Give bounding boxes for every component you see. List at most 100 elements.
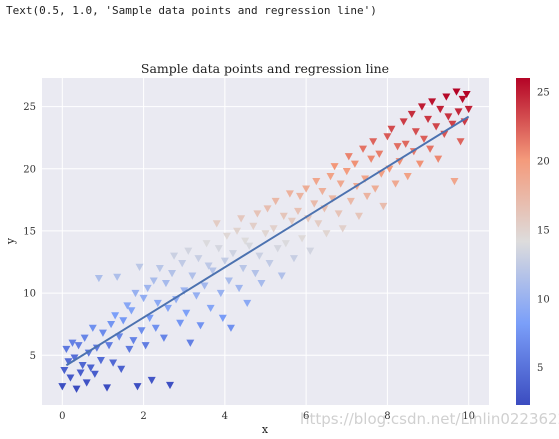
data-point bbox=[123, 302, 132, 310]
data-point bbox=[326, 173, 335, 181]
x-tick-label: 0 bbox=[59, 411, 65, 422]
data-point bbox=[359, 145, 368, 153]
data-point bbox=[119, 317, 128, 325]
data-point bbox=[72, 385, 81, 393]
data-point bbox=[458, 95, 467, 104]
data-point bbox=[336, 180, 345, 188]
x-tick-label: 4 bbox=[222, 411, 228, 422]
data-point bbox=[387, 125, 396, 133]
data-point bbox=[273, 245, 282, 253]
data-point bbox=[289, 255, 298, 263]
data-point bbox=[127, 307, 136, 315]
data-point bbox=[107, 320, 116, 329]
data-point bbox=[411, 128, 420, 136]
data-point bbox=[163, 304, 172, 313]
y-tick-label: 15 bbox=[23, 226, 36, 237]
data-point bbox=[94, 274, 103, 283]
data-point bbox=[342, 168, 351, 176]
data-point bbox=[153, 299, 162, 308]
data-point bbox=[361, 175, 370, 183]
data-point bbox=[105, 342, 114, 350]
data-point bbox=[424, 115, 433, 124]
data-point bbox=[233, 227, 242, 235]
data-point bbox=[226, 324, 235, 332]
data-point bbox=[212, 220, 221, 228]
x-tick-label: 6 bbox=[303, 411, 309, 422]
data-point bbox=[82, 379, 91, 387]
data-point bbox=[178, 260, 187, 268]
data-point bbox=[64, 358, 73, 366]
colorbar bbox=[516, 78, 530, 405]
data-point bbox=[330, 163, 339, 171]
data-point bbox=[452, 88, 461, 96]
data-point bbox=[261, 230, 270, 238]
x-axis-label: x bbox=[262, 423, 269, 436]
data-point bbox=[168, 270, 177, 278]
data-point bbox=[442, 93, 451, 101]
data-point bbox=[318, 187, 327, 196]
data-point bbox=[96, 357, 105, 365]
data-point bbox=[214, 245, 223, 253]
data-point bbox=[135, 263, 144, 271]
data-point bbox=[279, 212, 288, 221]
data-point bbox=[294, 207, 303, 216]
data-point bbox=[200, 282, 209, 290]
data-point bbox=[391, 180, 400, 188]
chart-title: Sample data points and regression line bbox=[141, 61, 389, 76]
data-point bbox=[375, 150, 384, 158]
data-point bbox=[363, 192, 372, 201]
data-point bbox=[109, 359, 118, 367]
data-point bbox=[426, 145, 435, 153]
y-axis-label: y bbox=[4, 237, 17, 245]
data-point bbox=[415, 160, 424, 168]
data-point bbox=[334, 210, 343, 218]
data-point bbox=[149, 277, 158, 285]
data-point bbox=[125, 345, 134, 354]
data-point bbox=[393, 143, 402, 151]
data-point bbox=[328, 195, 337, 203]
data-point bbox=[285, 190, 294, 198]
data-point bbox=[145, 314, 154, 322]
data-point bbox=[58, 383, 67, 391]
data-point bbox=[155, 265, 164, 273]
colorbar-tick-label: 5 bbox=[537, 363, 543, 374]
data-point bbox=[188, 272, 197, 280]
data-point bbox=[98, 329, 107, 337]
y-tick-label: 25 bbox=[23, 102, 36, 113]
data-point bbox=[151, 324, 160, 332]
colorbar-ticks: 5 10 15 20 25 bbox=[537, 87, 550, 374]
data-point bbox=[170, 252, 179, 260]
data-point bbox=[253, 210, 262, 218]
data-point bbox=[462, 90, 471, 99]
data-point bbox=[216, 289, 225, 298]
data-point bbox=[249, 222, 258, 230]
data-point bbox=[113, 273, 122, 281]
data-point bbox=[428, 98, 437, 106]
x-tick-label: 8 bbox=[384, 411, 390, 422]
data-point bbox=[92, 344, 101, 352]
data-point bbox=[298, 235, 307, 243]
data-point bbox=[194, 255, 203, 263]
data-point bbox=[196, 322, 205, 330]
data-point bbox=[245, 242, 254, 250]
data-point bbox=[222, 232, 231, 240]
data-point bbox=[296, 192, 305, 201]
data-point bbox=[367, 155, 376, 163]
gridlines bbox=[42, 78, 489, 405]
colorbar-tick-label: 10 bbox=[537, 294, 550, 305]
data-point bbox=[379, 202, 388, 211]
cell-output-text: Text(0.5, 1.0, 'Sample data points and r… bbox=[6, 4, 377, 17]
data-point bbox=[117, 365, 126, 373]
data-point bbox=[80, 334, 89, 342]
data-point bbox=[314, 220, 323, 228]
data-point bbox=[235, 284, 244, 293]
data-point bbox=[161, 279, 170, 288]
data-point bbox=[383, 133, 392, 141]
data-point bbox=[237, 215, 246, 223]
data-point bbox=[263, 205, 272, 213]
data-point bbox=[287, 217, 296, 225]
data-point bbox=[401, 140, 410, 148]
data-point bbox=[417, 103, 426, 111]
data-point bbox=[74, 342, 83, 350]
